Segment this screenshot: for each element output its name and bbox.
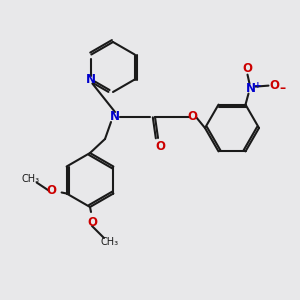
Text: O: O (46, 184, 57, 197)
Text: N: N (245, 82, 256, 95)
Text: –: – (279, 82, 286, 95)
Text: CH₃: CH₃ (101, 237, 119, 247)
Text: CH₃: CH₃ (22, 175, 40, 184)
Text: +: + (254, 81, 261, 90)
Text: O: O (242, 62, 253, 75)
Text: N: N (110, 110, 120, 124)
Text: N: N (86, 73, 96, 86)
Text: O: O (187, 110, 197, 124)
Text: O: O (155, 140, 165, 152)
Text: O: O (87, 215, 97, 229)
Text: O: O (269, 79, 280, 92)
